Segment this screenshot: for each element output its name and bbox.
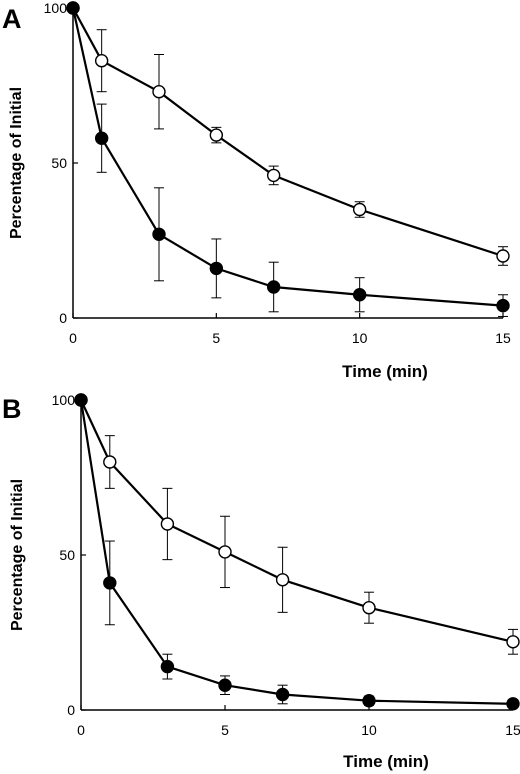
y-tick-label-b: 100: [52, 392, 76, 408]
open-data-point-a: [152, 84, 166, 99]
x-tick-label-a: 5: [212, 330, 220, 346]
open-data-point-a: [209, 128, 224, 142]
filled-data-point-a: [66, 1, 80, 15]
y-axis-label-b: Percentage of Initial: [9, 479, 26, 631]
series-line-b-2: [79, 399, 514, 705]
filled-data-point-a: [496, 298, 510, 313]
x-axis-label-b: Time (min): [343, 752, 429, 771]
open-data-point-b: [218, 545, 232, 559]
y-tick-label-a: 50: [51, 155, 67, 171]
y-tick-label-a: 100: [44, 0, 68, 16]
filled-data-point-b: [74, 393, 88, 407]
x-axis-label-a: Time (min): [342, 362, 428, 381]
filled-data-point-b: [275, 687, 290, 702]
filled-data-point-a: [352, 288, 367, 302]
series-line-a-1: [72, 7, 504, 258]
x-tick-label-b: 5: [221, 722, 229, 738]
open-data-point-a: [352, 202, 367, 217]
x-tick-label-a: 10: [352, 330, 368, 346]
x-tick-label-a: 0: [69, 330, 77, 346]
y-tick-label-b: 50: [59, 547, 75, 563]
panel-label-a: A: [2, 4, 22, 34]
x-ticks-a: 0 5 10 15: [69, 313, 511, 346]
open-data-point-a: [496, 249, 510, 263]
y-tick-label-a: 0: [59, 310, 67, 326]
series-line-a-2: [71, 7, 504, 307]
open-data-point-b: [160, 517, 175, 531]
y-ticks-b: 0 50 100: [52, 392, 86, 718]
filled-data-point-a: [94, 131, 109, 145]
y-ticks-a: 0 50 100: [44, 0, 78, 326]
open-data-point-a: [266, 168, 281, 183]
filled-data-point-b: [506, 697, 520, 711]
x-tick-label-b: 10: [361, 722, 377, 738]
filled-data-point-a: [266, 280, 281, 294]
filled-data-point-a: [209, 261, 224, 276]
panel-label-b: B: [2, 394, 22, 424]
y-tick-label-b: 0: [67, 702, 75, 718]
open-data-point-b: [275, 573, 290, 587]
open-data-point-b: [506, 635, 520, 649]
open-data-point-b: [362, 601, 376, 615]
filled-data-point-b: [160, 659, 175, 674]
plot-area-b: [74, 393, 520, 711]
open-data-point-b: [103, 455, 117, 469]
filled-data-point-b: [103, 576, 117, 590]
plot-area-a: [66, 1, 510, 317]
x-tick-label-b: 0: [77, 722, 85, 738]
x-ticks-b: 0 5 10 15: [77, 705, 520, 738]
x-tick-label-b: 15: [505, 722, 520, 738]
open-data-point-a: [94, 54, 109, 68]
series-line-b-1: [80, 399, 514, 643]
x-tick-label-a: 15: [495, 330, 511, 346]
panel-a: A Percentage of Initial Time (min) 0 5 10 1…: [2, 0, 511, 381]
filled-data-point-b: [362, 694, 376, 708]
filled-data-point-a: [152, 227, 166, 242]
filled-data-point-b: [218, 678, 232, 692]
y-axis-label-a: Percentage of Initial: [8, 87, 25, 239]
panel-b: B Percentage of Initial Time (min) 0 5 10 1…: [2, 392, 520, 771]
